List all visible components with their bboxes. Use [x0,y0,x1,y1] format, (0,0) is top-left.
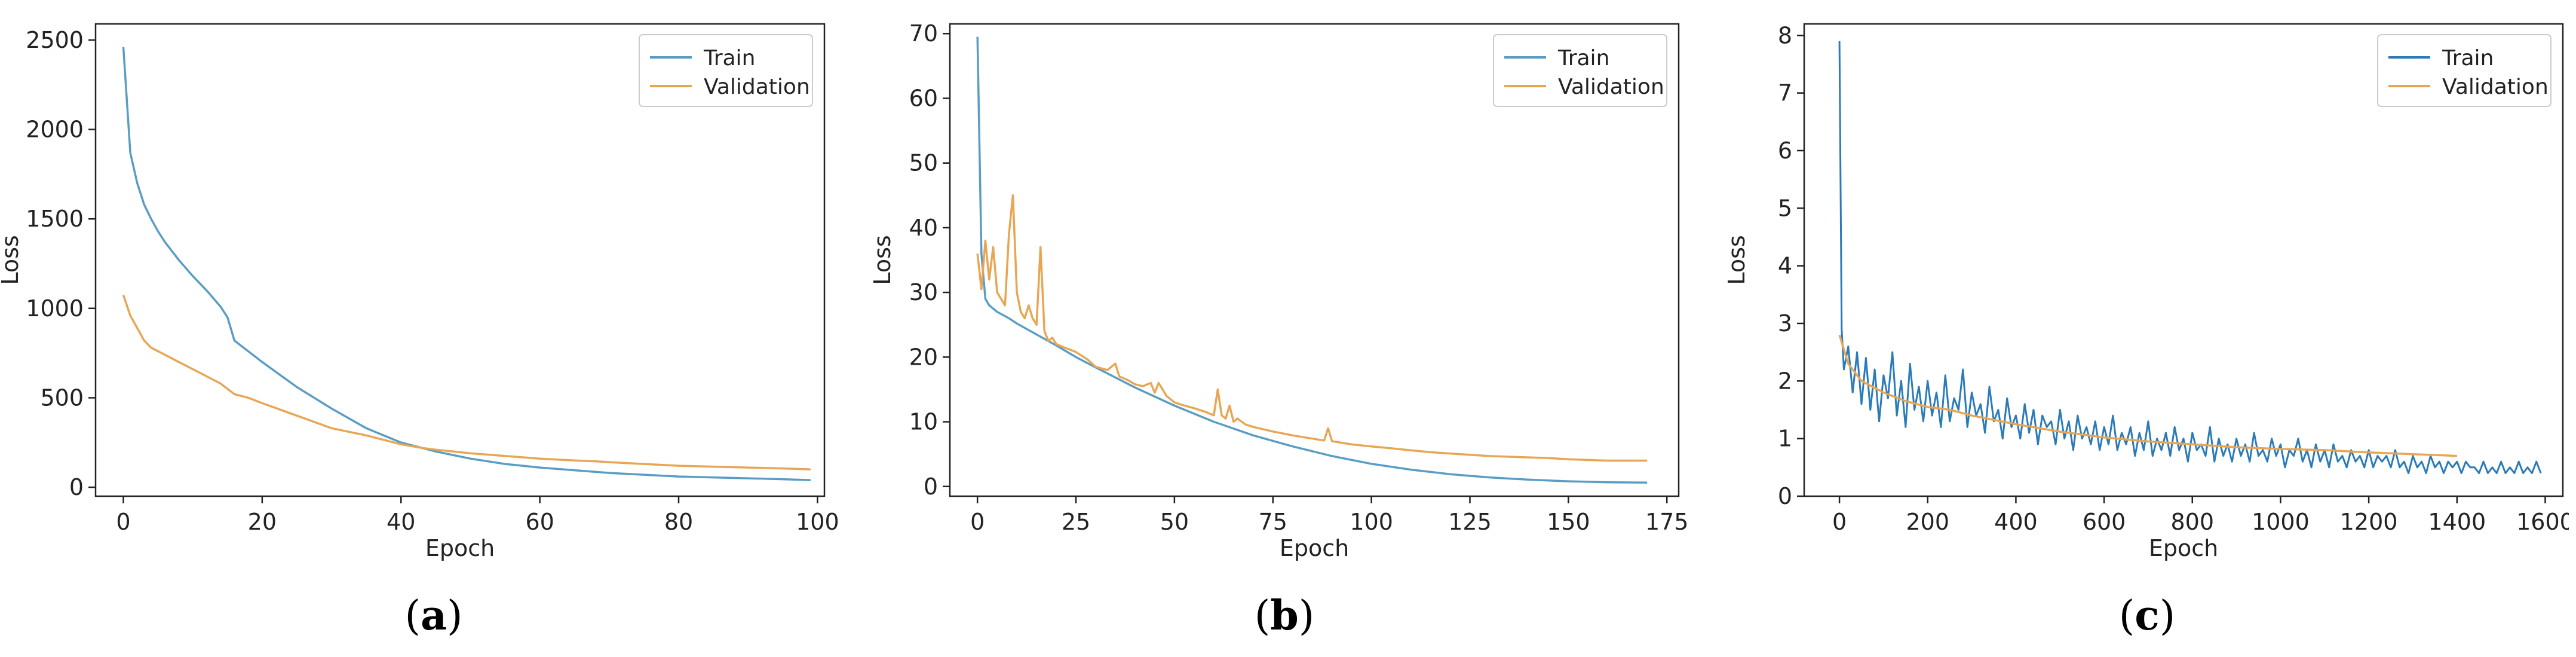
x-tick-label-a: 100 [796,509,839,535]
plot-frame-b [949,23,1680,497]
x-axis-label-c: Epoch [2149,535,2218,561]
x-tick-label-a: 60 [525,509,554,535]
x-tick-label-b: 100 [1350,509,1393,535]
y-axis-label-a: Loss [0,235,23,285]
chart-c: 0 200 400 600 800 1000 1200 1400 1600 0 1 2 3 4 5 6 7 8 Ep… [1724,22,2569,561]
legend-label-validation-c: Validation [2442,75,2549,99]
x-tick-label-c: 1200 [2340,509,2398,535]
y-tick-label-a: 1000 [26,295,84,322]
x-tick-label-a: 40 [387,509,415,535]
y-tick-label-a: 0 [69,474,84,500]
y-tick-label-b: 20 [909,344,938,370]
x-axis-label-b: Epoch [1280,535,1349,561]
y-tick-label-c: 1 [1778,426,1792,452]
legend-c [2377,34,2552,107]
caption-c-letter: c [2135,592,2160,640]
plot-frame-a [94,23,826,497]
x-tick-label-c: 800 [2171,509,2215,535]
legend-label-train-a: Train [703,46,755,71]
x-tick-label-b: 75 [1259,509,1287,535]
y-tick-label-c: 7 [1778,80,1792,106]
y-axis-label-b: Loss [869,235,896,285]
x-tick-label-b: 150 [1547,509,1590,535]
y-tick-label-b: 30 [909,279,938,305]
y-tick-label-c: 5 [1778,195,1792,221]
y-tick-label-b: 40 [909,215,938,241]
x-tick-label-b: 125 [1448,509,1492,535]
y-tick-label-a: 2000 [26,117,84,143]
y-tick-label-b: 70 [909,20,938,47]
legend-label-train-b: Train [1557,46,1609,71]
caption-c: (c) [2087,592,2207,640]
caption-a-open: ( [404,592,421,640]
x-axis-label-a: Epoch [425,535,495,561]
x-tick-label-b: 25 [1062,509,1090,535]
legend-label-train-c: Train [2442,46,2494,71]
x-tick-label-c: 1600 [2516,509,2569,535]
chart-a: 0 20 40 60 80 10005001000150020002500EpochLos… [0,23,839,561]
series-line-validation-a [122,294,811,470]
caption-a-letter: a [420,592,447,640]
x-tick-label-c: 200 [1906,509,1949,535]
x-tick-label-b: 50 [1160,509,1189,535]
y-tick-label-c: 2 [1778,368,1792,394]
y-tick-label-a: 2500 [26,27,84,53]
x-tick-label-c: 400 [1994,509,2038,535]
y-tick-label-b: 10 [909,409,938,435]
x-tick-label-b: 0 [970,509,985,535]
y-tick-label-c: 8 [1778,22,1792,48]
x-tick-label-b: 175 [1645,509,1689,535]
caption-c-open: ( [2118,592,2135,640]
legend-label-validation-a: Validation [704,75,810,99]
y-tick-label-c: 6 [1778,137,1792,164]
x-tick-label-c: 0 [1832,509,1847,535]
caption-b-letter: b [1270,592,1299,640]
y-tick-label-b: 0 [924,473,938,500]
x-tick-label-a: 0 [116,509,130,535]
caption-a-close: ) [447,592,463,640]
caption-c-close: ) [2159,592,2176,640]
y-tick-label-b: 60 [909,85,938,111]
series-line-validation-b [976,194,1648,462]
series-line-validation-c [1838,334,2457,457]
y-tick-label-c: 3 [1778,310,1792,337]
caption-a: (a) [374,592,493,640]
caption-b: (b) [1225,592,1344,640]
legend-a [639,34,813,107]
y-tick-label-a: 500 [40,384,84,411]
legend-b [1493,34,1667,107]
x-tick-label-c: 1400 [2428,509,2486,535]
x-tick-label-c: 1000 [2252,509,2310,535]
series-line-train-b [976,36,1648,484]
caption-b-open: ( [1254,592,1271,640]
y-tick-label-c: 0 [1778,483,1792,509]
x-tick-label-a: 20 [248,509,277,535]
x-tick-label-c: 600 [2083,509,2126,535]
series-line-train-c [1838,41,2542,474]
y-tick-label-a: 1500 [26,206,84,232]
y-axis-label-c: Loss [1724,235,1750,285]
x-tick-label-a: 80 [664,509,693,535]
legend-label-validation-b: Validation [1558,75,1664,99]
plot-frame-c [1803,23,2564,497]
y-tick-label-c: 4 [1778,253,1792,279]
chart-b: 0 25 50 75 100 125 150 175 0 10 20 30 40 50 60 70 Epoch L… [869,20,1689,561]
y-tick-label-b: 50 [909,150,938,176]
series-line-train-a [122,47,811,481]
caption-b-close: ) [1298,592,1315,640]
